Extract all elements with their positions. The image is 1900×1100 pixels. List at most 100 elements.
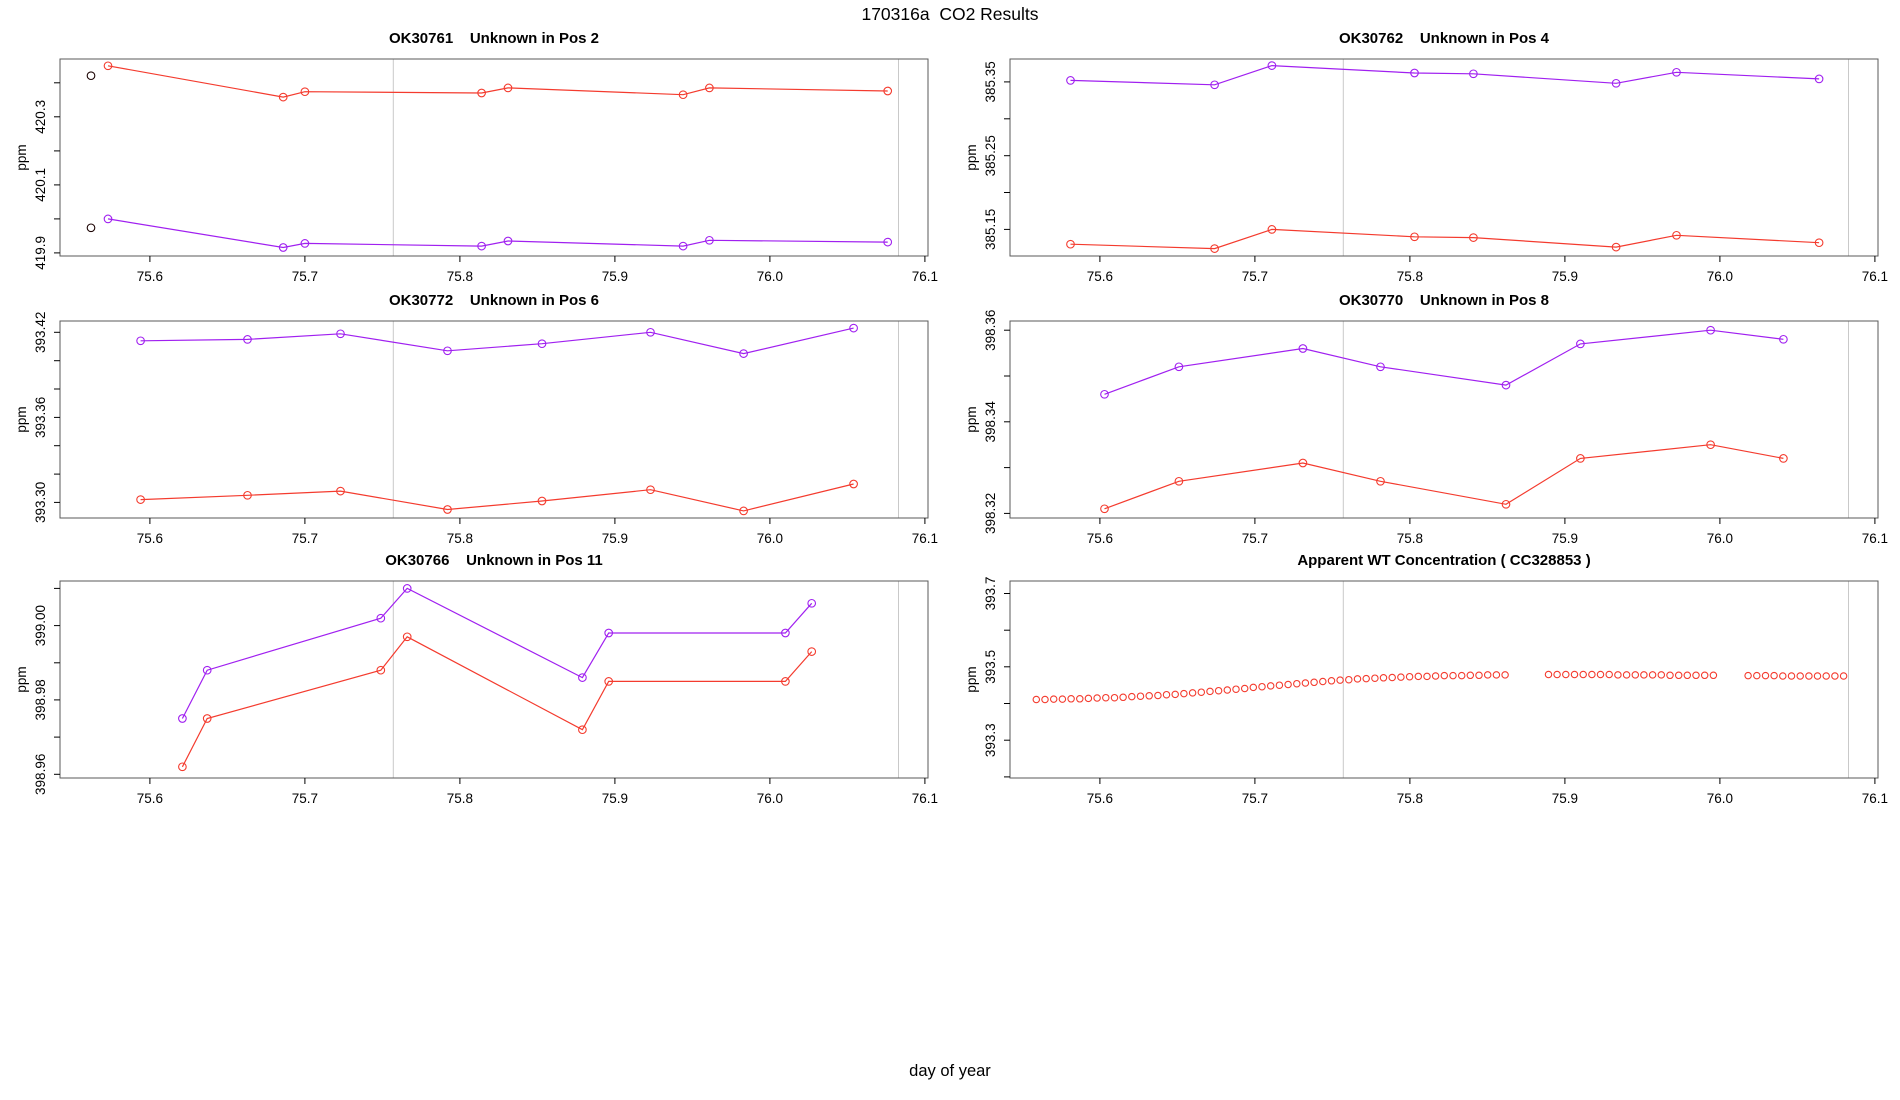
x-tick-label: 75.9 bbox=[602, 531, 628, 546]
data-point-marker bbox=[1672, 230, 1681, 240]
data-point-marker bbox=[1544, 670, 1553, 679]
data-point-marker bbox=[1110, 693, 1119, 702]
data-point-marker bbox=[578, 725, 587, 735]
data-point-marker bbox=[1145, 692, 1153, 700]
series-line bbox=[181, 587, 813, 719]
data-point-marker bbox=[604, 677, 614, 686]
series-line bbox=[1070, 228, 1820, 250]
figure-title: 170316a CO2 Results bbox=[861, 4, 1039, 24]
data-point-marker bbox=[1214, 686, 1223, 695]
data-point-marker bbox=[1770, 671, 1778, 680]
data-point-marker bbox=[1761, 671, 1770, 680]
data-point-marker bbox=[1353, 675, 1362, 683]
subplot-0: OK30761 Unknown in Pos 2 75.6 75.7 75.8 75.9… bbox=[0, 28, 950, 296]
data-point-marker bbox=[739, 506, 748, 516]
y-axis-label: ppm bbox=[964, 406, 979, 432]
y-axis-label: ppm bbox=[964, 666, 979, 692]
data-point-marker bbox=[1397, 673, 1405, 681]
data-point-marker bbox=[1440, 671, 1449, 680]
data-point-marker bbox=[883, 237, 893, 247]
data-point-marker bbox=[1570, 670, 1579, 679]
data-point-marker bbox=[243, 490, 252, 500]
data-point-marker bbox=[1284, 680, 1292, 689]
data-point-marker bbox=[300, 239, 310, 248]
data-point-marker bbox=[1605, 670, 1613, 679]
data-point-marker bbox=[1210, 80, 1219, 90]
subplot-canvas: 75.6 75.7 75.8 75.9 76.0 76.1 385.15 385.25 385.… bbox=[964, 58, 1888, 284]
data-point-marker bbox=[1449, 671, 1457, 680]
data-point-marker bbox=[1709, 671, 1718, 680]
data-point-marker bbox=[1100, 504, 1109, 514]
plot-box bbox=[59, 320, 929, 519]
data-point-marker bbox=[1779, 334, 1788, 344]
data-point-marker bbox=[1614, 671, 1622, 679]
data-point-marker bbox=[1814, 238, 1824, 248]
data-point-marker bbox=[1275, 681, 1284, 689]
data-point-marker bbox=[278, 92, 288, 102]
data-point-marker bbox=[1188, 689, 1197, 697]
data-point-marker bbox=[1345, 675, 1353, 684]
x-tick-label: 75.9 bbox=[1552, 531, 1578, 546]
data-point-marker bbox=[1223, 686, 1232, 694]
data-point-marker bbox=[1032, 695, 1041, 704]
data-point-marker bbox=[1267, 225, 1277, 234]
y-tick-label: 398.98 bbox=[33, 679, 48, 720]
data-point-marker bbox=[807, 598, 817, 608]
data-point-marker bbox=[1576, 454, 1585, 463]
data-point-marker bbox=[202, 714, 212, 723]
data-point-marker bbox=[1666, 671, 1674, 680]
data-point-marker bbox=[1674, 671, 1683, 680]
data-point-marker bbox=[604, 628, 614, 638]
subplot-5: Apparent WT Concentration ( CC328853 ) 75… bbox=[950, 550, 1900, 818]
data-point-marker bbox=[849, 323, 858, 333]
y-tick-label: 393.42 bbox=[33, 312, 48, 353]
x-tick-label: 76.0 bbox=[1707, 791, 1733, 806]
data-point-marker bbox=[1067, 695, 1075, 703]
subplot-title: OK30766 Unknown in Pos 11 bbox=[385, 552, 603, 569]
y-tick-label: 398.36 bbox=[983, 310, 998, 351]
data-point-marker bbox=[705, 235, 714, 245]
series-line bbox=[1104, 444, 1784, 510]
series-line bbox=[1104, 329, 1784, 395]
data-point-marker bbox=[1657, 671, 1666, 679]
x-tick-label: 76.0 bbox=[757, 531, 783, 546]
x-tick-label: 75.6 bbox=[137, 269, 163, 284]
plot-box bbox=[59, 58, 929, 257]
data-point-marker bbox=[1700, 671, 1709, 680]
data-point-marker bbox=[1210, 244, 1219, 253]
x-axis-label: day of year bbox=[909, 1062, 991, 1080]
series-line bbox=[181, 636, 813, 768]
series-line bbox=[140, 483, 854, 512]
data-point-marker bbox=[1093, 694, 1101, 702]
plot-box bbox=[1009, 320, 1879, 519]
data-point-marker bbox=[849, 479, 858, 489]
data-point-marker bbox=[1596, 670, 1605, 679]
data-point-marker bbox=[1814, 74, 1824, 84]
data-point-marker bbox=[1779, 672, 1787, 680]
data-point-marker bbox=[1579, 670, 1587, 679]
x-tick-label: 75.8 bbox=[1397, 791, 1423, 806]
data-point-marker bbox=[1293, 679, 1301, 688]
x-tick-label: 75.7 bbox=[1242, 269, 1268, 284]
data-point-marker bbox=[1076, 695, 1084, 703]
data-point-marker bbox=[1371, 674, 1379, 682]
x-tick-label: 76.0 bbox=[757, 791, 783, 806]
plot-box bbox=[1009, 58, 1879, 257]
data-point-marker bbox=[1611, 242, 1621, 252]
x-tick-label: 75.6 bbox=[1087, 269, 1113, 284]
data-point-marker bbox=[1310, 678, 1318, 687]
y-tick-label: 385.15 bbox=[983, 209, 998, 250]
data-point-marker bbox=[503, 236, 513, 246]
y-axis-label: ppm bbox=[14, 666, 29, 692]
data-point-marker bbox=[883, 86, 893, 96]
data-point-marker bbox=[1171, 690, 1179, 699]
data-point-marker bbox=[1232, 685, 1240, 693]
data-point-marker bbox=[1457, 671, 1466, 680]
data-point-marker bbox=[1805, 672, 1813, 680]
x-tick-label: 75.9 bbox=[602, 269, 628, 284]
series-line bbox=[107, 65, 888, 98]
data-point-marker bbox=[1744, 671, 1752, 680]
data-point-marker bbox=[1410, 232, 1419, 242]
data-point-marker bbox=[1258, 682, 1266, 691]
x-tick-label: 76.1 bbox=[1862, 269, 1888, 284]
